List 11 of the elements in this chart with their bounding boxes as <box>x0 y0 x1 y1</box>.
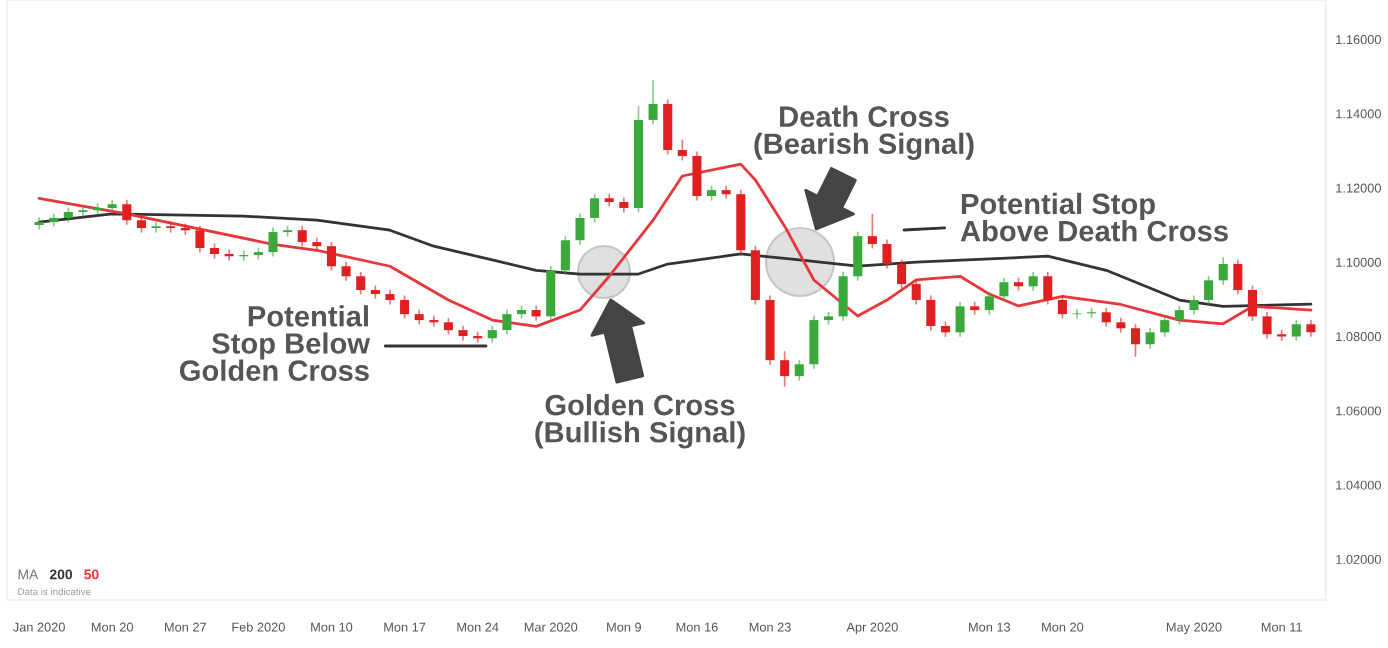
annotation: Death Cross (Bearish Signal) <box>754 105 974 160</box>
annotation: Potential Stop Above Death Cross <box>960 192 1228 242</box>
candlestick <box>429 314 439 328</box>
candlestick <box>180 222 190 236</box>
candlestick <box>1277 328 1287 342</box>
candlestick <box>239 249 249 262</box>
annotation: Golden Cross (Bullish Signal) <box>535 394 745 449</box>
candlestick <box>1072 308 1082 320</box>
line-series <box>37 162 1313 328</box>
annotation: Potential Stop Below Golden Cross <box>179 305 371 382</box>
candlestick <box>224 248 234 262</box>
